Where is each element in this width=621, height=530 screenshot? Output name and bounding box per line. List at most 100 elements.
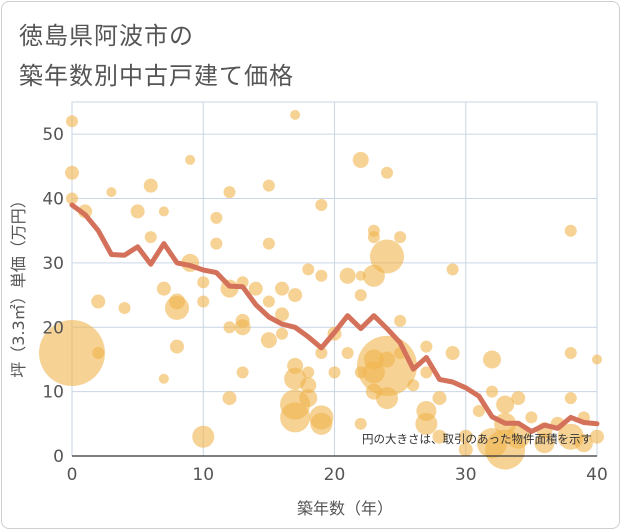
bubble-point: [39, 320, 105, 387]
bubble-point: [66, 115, 78, 128]
bubble-point: [511, 391, 526, 406]
bubble-point: [420, 366, 433, 379]
bubble-point: [310, 412, 333, 435]
bubble-point: [197, 295, 210, 308]
bubble-point: [341, 347, 354, 360]
bubble-point: [339, 267, 356, 284]
bubble-point: [248, 281, 263, 296]
bubble-point: [156, 281, 171, 296]
x-tick-label: 40: [586, 465, 608, 485]
bubble-point: [315, 198, 328, 211]
bubble-layer: [39, 109, 604, 470]
bubble-point: [352, 151, 369, 168]
bubble-point: [506, 424, 531, 449]
bubble-point: [66, 192, 78, 205]
x-axis-label: 築年数（年）: [297, 499, 393, 518]
bubble-point: [525, 411, 538, 424]
bubble-point: [222, 391, 237, 406]
bubble-point: [381, 166, 393, 179]
y-tick-label: 50: [42, 125, 64, 145]
chart-title-line2: 築年数別中古戸建て価格: [19, 62, 294, 90]
bubble-point: [92, 347, 105, 360]
bubble-point: [280, 402, 311, 433]
trend-layer: [69, 202, 600, 434]
bubble-point: [415, 412, 438, 435]
axes: 0 10 20 30 40 50 0 10 20 30 40: [42, 125, 607, 485]
bubble-point: [376, 387, 398, 410]
bubble-point: [290, 109, 301, 120]
bubble-point: [275, 307, 289, 322]
bubble-point: [210, 211, 223, 224]
bubble-point: [223, 186, 236, 199]
y-tick-label: 0: [53, 447, 64, 467]
bubble-point: [483, 350, 501, 369]
bubble-point: [394, 231, 407, 244]
bubble-point: [486, 385, 498, 398]
bubble-point: [118, 301, 131, 314]
chart-title-line1: 徳島県阿波市の: [19, 22, 194, 50]
bubble-point: [130, 204, 145, 219]
bubble-point: [276, 327, 288, 340]
x-tick-label: 10: [192, 465, 214, 485]
y-axis-label: 坪（3.3㎡）単価（万円）: [9, 192, 28, 377]
bubble-point: [420, 340, 433, 353]
bubble-size-note: 円の大きさは、取引のあった物件面積を示す: [362, 432, 592, 446]
y-tick-label: 10: [42, 383, 64, 403]
bubble-point: [534, 433, 555, 454]
bubble-point: [458, 429, 473, 444]
bubble-point: [315, 347, 328, 360]
bubble-point: [564, 224, 577, 237]
bubble-point: [236, 366, 249, 379]
bubble-point: [354, 289, 367, 302]
bubble-point: [367, 231, 380, 244]
y-tick-label: 30: [42, 254, 64, 274]
bubble-point: [564, 392, 577, 405]
bubble-point: [445, 346, 460, 361]
x-tick-label: 20: [324, 465, 346, 485]
y-tick-label: 20: [42, 318, 64, 338]
bubble-point: [143, 178, 158, 193]
bubble-point: [432, 429, 447, 444]
bubble-point: [262, 295, 275, 308]
bubble-point: [262, 237, 275, 250]
bubble-point: [472, 404, 485, 417]
bubble-point: [106, 187, 117, 198]
bubble-point: [192, 425, 215, 448]
bubble-point: [354, 417, 367, 430]
bubble-point: [275, 281, 289, 296]
bubble-point: [302, 263, 315, 276]
x-tick-label: 0: [67, 465, 78, 485]
bubble-point: [210, 237, 223, 250]
bubble-point: [370, 239, 404, 274]
bubble-point: [288, 288, 303, 303]
bubble-point: [496, 395, 515, 414]
bubble-point: [299, 389, 318, 408]
bubble-point: [197, 276, 210, 289]
bubble-point: [185, 154, 196, 165]
bubble-point: [446, 263, 459, 276]
bubble-point: [302, 366, 315, 379]
bubble-point: [260, 332, 277, 349]
bubble-point: [223, 321, 236, 334]
bubble-point: [315, 269, 328, 282]
y-tick-label: 40: [42, 190, 64, 210]
bubble-point: [592, 354, 602, 365]
trend-line: [69, 202, 600, 434]
bubble-point: [564, 347, 577, 360]
bubble-point: [432, 391, 447, 406]
bubble-point: [394, 314, 407, 327]
bubble-point: [158, 206, 169, 217]
x-tick-label: 30: [455, 465, 477, 485]
bubble-point: [590, 429, 604, 444]
bubble-point: [91, 294, 106, 309]
bubble-point: [328, 366, 341, 379]
bubble-point: [407, 379, 420, 392]
bubble-point: [574, 434, 593, 453]
bubble-point: [458, 442, 473, 457]
bubble-point: [300, 377, 317, 394]
bubble-point: [165, 295, 189, 320]
bubble-point: [65, 165, 79, 180]
bubble-point: [170, 339, 184, 354]
bubble-point: [144, 231, 157, 244]
